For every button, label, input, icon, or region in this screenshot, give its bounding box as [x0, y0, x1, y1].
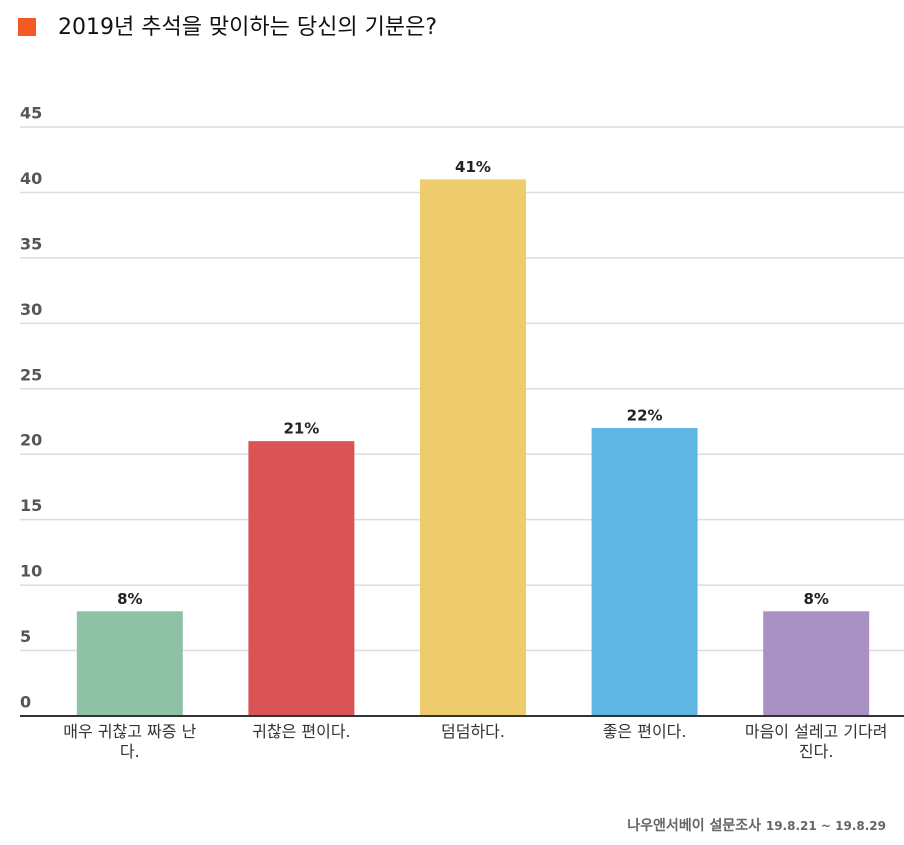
value-label: 22%: [627, 407, 663, 425]
value-label: 41%: [455, 158, 491, 176]
bar: [763, 611, 870, 716]
y-tick-label: 0: [20, 693, 31, 712]
bar: [248, 441, 355, 716]
bar: [420, 179, 526, 716]
y-tick-label: 40: [20, 169, 42, 188]
title-marker: [18, 18, 36, 36]
bar: [591, 428, 698, 716]
source-name: 나우앤서베이 설문조사: [627, 817, 761, 834]
source: 나우앤서베이 설문조사 19.8.21 ~ 19.8.29: [627, 817, 886, 834]
y-tick-label: 25: [20, 365, 42, 384]
x-tick-label: 귀찮은 편이다.: [252, 722, 351, 741]
value-label: 21%: [283, 420, 319, 438]
x-tick-label: 마음이 설레고 기다려진다.: [744, 722, 888, 761]
y-tick-label: 30: [20, 300, 42, 319]
value-label: 8%: [803, 590, 828, 608]
x-tick-label: 매우 귀찮고 짜증 난다.: [63, 722, 197, 761]
y-tick-label: 35: [20, 234, 42, 253]
x-tick-label: 덤덤하다.: [441, 722, 505, 741]
y-tick-label: 15: [20, 496, 42, 515]
y-tick-label: 10: [20, 562, 42, 581]
chart-title: 2019년 추석을 맞이하는 당신의 기분은?: [58, 15, 437, 40]
bar: [76, 611, 183, 716]
survey-period: 19.8.21 ~ 19.8.29: [766, 819, 886, 833]
y-tick-label: 5: [20, 627, 31, 646]
y-tick-label: 45: [20, 104, 42, 123]
x-tick-label: 좋은 편이다.: [602, 722, 687, 741]
value-label: 8%: [117, 590, 142, 608]
y-tick-label: 20: [20, 431, 42, 450]
